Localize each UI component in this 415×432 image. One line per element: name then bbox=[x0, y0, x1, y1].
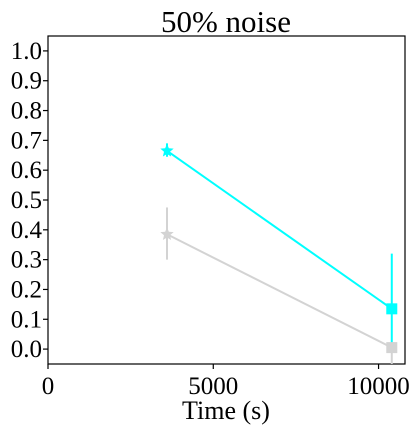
y-tick-label: 0.8 bbox=[11, 98, 42, 125]
x-ticks: 0 5000 10000 bbox=[42, 364, 410, 400]
y-tick-label: 0.0 bbox=[11, 336, 42, 363]
y-ticks: 0.0 0.1 0.20.3 0.4 0.5 0.6 0.70.8 0.9 1.0 bbox=[11, 38, 48, 363]
y-tick-label: 0.1 bbox=[11, 306, 42, 333]
data-point-square bbox=[386, 342, 398, 354]
y-tick-label: 0.7 bbox=[11, 127, 42, 154]
x-tick-label: 5000 bbox=[188, 373, 238, 400]
data-point-square bbox=[386, 303, 398, 315]
y-tick-label: 0.2 bbox=[11, 276, 42, 303]
y-tick-label: 0.6 bbox=[11, 157, 42, 184]
x-axis-label: Time (s) bbox=[182, 396, 270, 425]
y-tick-label: 0.4 bbox=[11, 217, 43, 244]
y-tick-label: 0.9 bbox=[11, 68, 42, 95]
y-tick-label: 1.0 bbox=[11, 38, 42, 65]
series-line bbox=[166, 149, 393, 310]
series-1 bbox=[160, 143, 398, 350]
series-layer bbox=[160, 143, 398, 364]
data-point-star bbox=[160, 143, 174, 157]
x-tick-label: 0 bbox=[42, 373, 55, 400]
chart-title: 50% noise bbox=[161, 4, 291, 39]
y-tick-label: 0.5 bbox=[11, 187, 42, 214]
series-line bbox=[166, 233, 393, 349]
y-tick-label: 0.3 bbox=[11, 247, 42, 274]
x-tick-label: 10000 bbox=[347, 373, 410, 400]
series-2 bbox=[160, 207, 398, 364]
axes-frame bbox=[47, 35, 406, 365]
data-point-star bbox=[160, 227, 174, 240]
plot-area: 0 5000 10000 0.00.10.20.30.40.50.60.70.80.… bbox=[11, 35, 410, 400]
